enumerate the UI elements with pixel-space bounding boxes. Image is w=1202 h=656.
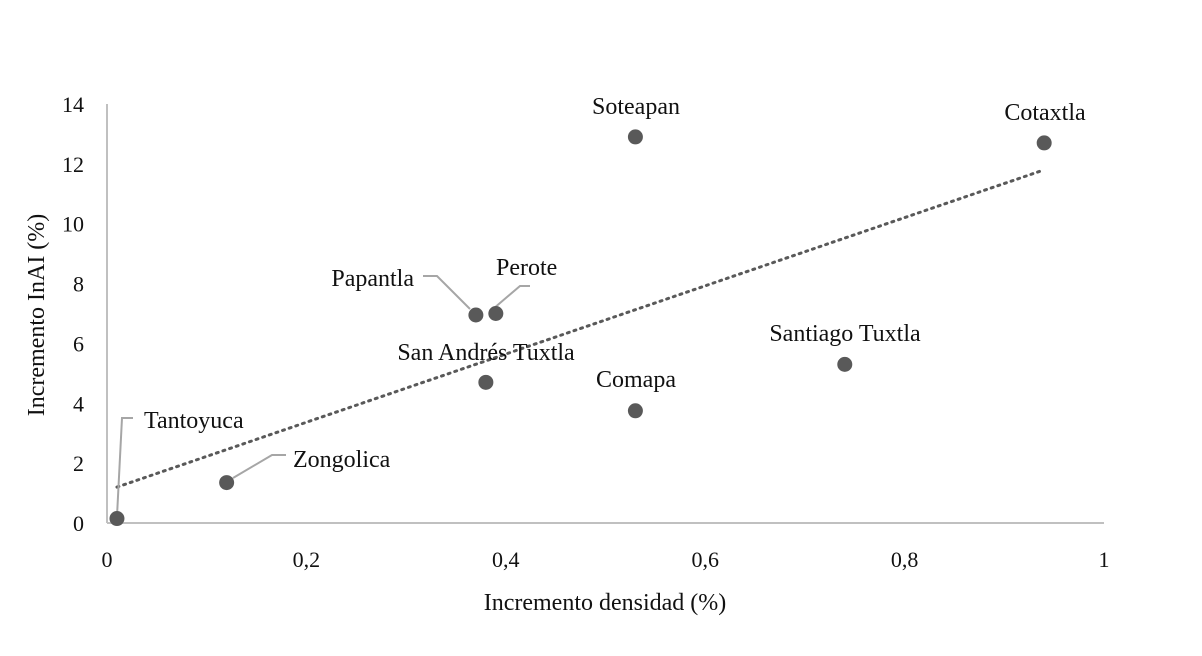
data-point	[109, 511, 125, 527]
x-axis-title: Incremento densidad (%)	[484, 590, 727, 616]
trendline	[115, 168, 1046, 489]
x-tick-label: 0,8	[891, 547, 919, 572]
y-tick-label: 2	[73, 451, 84, 476]
data-point	[219, 475, 235, 491]
point-labels: Tantoyuca Zongolica Papantla Perote San Andr…	[144, 94, 1086, 473]
data-point	[627, 403, 643, 419]
leader-line	[116, 417, 133, 517]
y-tick-label: 14	[62, 92, 84, 117]
data-point	[488, 306, 504, 321]
y-tick-label: 4	[73, 391, 84, 416]
point-label: Tantoyuca	[144, 408, 244, 434]
point-label: Perote	[496, 255, 557, 281]
data-point	[478, 374, 494, 390]
point-label: Comapa	[596, 367, 676, 393]
y-tick-labels: 0 2 4 6 8 10 12 14	[62, 92, 84, 536]
data-point	[468, 307, 484, 323]
leader-line	[492, 285, 530, 310]
data-point	[627, 129, 643, 145]
point-label: Zongolica	[293, 447, 391, 473]
x-tick-labels: 0 0,2 0,4 0,6 0,8 1	[102, 547, 1110, 572]
label-leader-lines	[116, 275, 530, 517]
data-point	[837, 356, 853, 372]
leader-line	[232, 454, 286, 479]
x-tick-label: 0,4	[492, 547, 520, 572]
axes	[106, 104, 1104, 524]
y-axis-title: Incremento InAI (%)	[24, 214, 50, 417]
leader-line	[423, 275, 471, 310]
point-label: Cotaxtla	[1004, 100, 1086, 126]
x-tick-label: 0,6	[691, 547, 719, 572]
y-tick-label: 8	[73, 272, 84, 297]
point-label: Santiago Tuxtla	[769, 321, 921, 347]
point-label: San Andrés Tuxtla	[397, 340, 575, 366]
x-tick-label: 1	[1099, 547, 1110, 572]
y-tick-label: 10	[62, 212, 84, 237]
y-tick-label: 12	[62, 152, 84, 177]
data-point	[1036, 135, 1052, 151]
x-tick-label: 0,2	[293, 547, 321, 572]
y-tick-label: 6	[73, 331, 84, 356]
y-tick-label: 0	[73, 511, 84, 536]
point-label: Soteapan	[592, 94, 680, 120]
x-tick-label: 0	[102, 547, 113, 572]
data-points	[109, 129, 1052, 527]
point-label: Papantla	[331, 266, 414, 292]
